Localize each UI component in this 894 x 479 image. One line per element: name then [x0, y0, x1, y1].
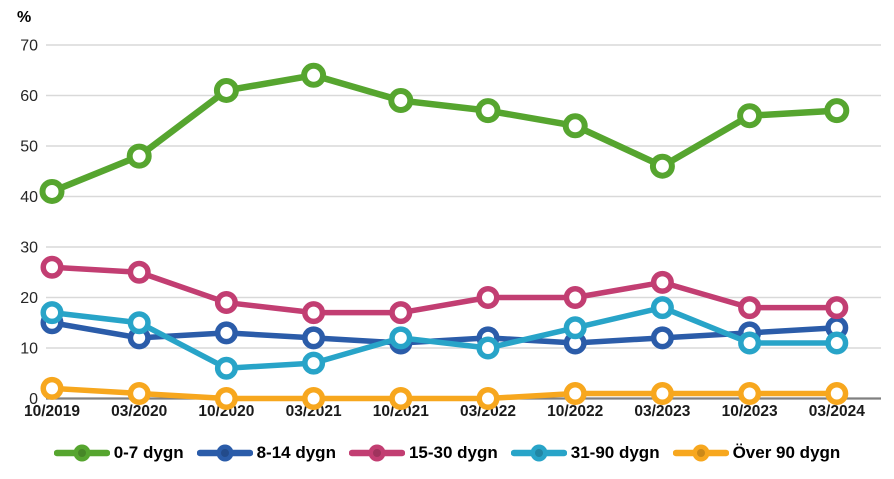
data-point-marker — [214, 291, 238, 315]
legend-item-8-14-dygn: 8-14 dygn — [196, 442, 336, 464]
legend-item-over-90-dygn: Över 90 dygn — [672, 442, 841, 464]
x-tick-label: 03/2023 — [634, 403, 690, 420]
data-point-marker — [389, 326, 413, 350]
data-point-marker — [127, 381, 151, 405]
legend-item-label: 8-14 dygn — [256, 443, 336, 462]
series-15-30-dygn — [40, 255, 849, 325]
y-tick-label: 70 — [20, 38, 38, 55]
legend-marker-dot-center — [372, 449, 381, 457]
data-point-marker — [825, 331, 849, 355]
data-point-marker — [213, 77, 239, 103]
data-point-marker — [475, 98, 501, 124]
data-point-marker — [824, 98, 850, 124]
series-path — [49, 264, 840, 316]
y-tick-label: 50 — [20, 139, 38, 156]
x-tick-label: 03/2022 — [460, 403, 516, 420]
y-tick-label: 40 — [20, 189, 38, 206]
data-point-marker — [302, 326, 326, 350]
data-point-marker — [650, 381, 674, 405]
data-point-marker — [562, 113, 588, 139]
x-tick-label: 10/2021 — [373, 403, 429, 420]
data-point-marker — [825, 296, 849, 320]
data-point-marker — [650, 270, 674, 294]
legend-item-0-7-dygn: 0-7 dygn — [53, 442, 184, 464]
data-point-marker — [388, 88, 414, 114]
data-point-marker — [476, 286, 500, 309]
y-axis-unit-label: % — [17, 9, 31, 26]
data-point-marker — [738, 331, 762, 355]
y-tick-label: 10 — [20, 341, 38, 358]
legend-item-label: 31-90 dygn — [570, 443, 660, 462]
series-0-7-dygn — [39, 62, 850, 204]
x-tick-label: 03/2024 — [809, 403, 865, 420]
x-tick-label: 10/2019 — [24, 403, 80, 420]
x-tick-label: 03/2020 — [111, 403, 167, 420]
data-point-marker — [127, 311, 151, 335]
data-point-marker — [650, 326, 674, 350]
data-point-marker — [214, 387, 238, 410]
data-point-marker — [563, 316, 587, 340]
data-point-marker — [302, 351, 326, 375]
data-point-marker — [302, 301, 326, 325]
y-tick-label: 30 — [20, 240, 38, 257]
data-point-marker — [301, 62, 327, 88]
data-point-marker — [40, 376, 64, 400]
x-tick-label: 10/2022 — [547, 403, 603, 420]
legend-item-31-90-dygn: 31-90 dygn — [510, 442, 660, 464]
data-point-marker — [127, 260, 151, 284]
x-tick-label: 10/2023 — [722, 403, 778, 420]
data-point-marker — [738, 296, 762, 320]
legend-marker-icon — [672, 444, 729, 462]
chart-legend: 0-7 dygn 8-14 dygn 15-30 dygn 31-90 dygn Öve… — [0, 442, 894, 464]
data-point-marker — [563, 286, 587, 309]
y-tick-label: 20 — [20, 290, 38, 307]
legend-marker-dot-center — [77, 449, 86, 457]
data-point-marker — [40, 255, 64, 279]
data-point-marker — [476, 336, 500, 360]
data-point-marker — [825, 381, 849, 405]
legend-item-label: 15-30 dygn — [408, 443, 498, 462]
legend-marker-icon — [348, 444, 405, 462]
series-31-90-dygn — [40, 296, 849, 380]
chart-canvas: 0 10 20 30 40 50 60 70% 10/2019 03/2020 10/2020 03/… — [17, 9, 881, 420]
data-point-marker — [40, 301, 64, 325]
series-path — [49, 385, 840, 402]
data-point-marker — [126, 143, 152, 169]
x-tick-label: 10/2020 — [198, 403, 254, 420]
data-point-marker — [389, 387, 413, 410]
data-point-marker — [214, 356, 238, 380]
series-over-90-dygn — [40, 376, 849, 410]
data-point-marker — [39, 178, 65, 204]
y-tick-label: 60 — [20, 88, 38, 105]
legend-item-15-30-dygn: 15-30 dygn — [348, 442, 498, 464]
series-path — [48, 72, 841, 195]
y-tick-label: 0 — [29, 391, 38, 408]
legend-marker-icon — [196, 444, 253, 462]
legend-item-label: Över 90 dygn — [732, 443, 841, 462]
data-point-marker — [214, 321, 238, 345]
legend-marker-icon — [53, 444, 110, 462]
legend-marker-icon — [510, 444, 567, 462]
data-point-marker — [738, 381, 762, 405]
legend-marker-dot-center — [534, 449, 543, 457]
data-point-marker — [389, 301, 413, 325]
data-point-marker — [302, 387, 326, 410]
legend-marker-dot-center — [220, 449, 229, 457]
data-point-marker — [737, 103, 763, 129]
data-point-marker — [563, 381, 587, 405]
legend-marker-dot-center — [696, 449, 705, 457]
legend-item-label: 0-7 dygn — [113, 443, 184, 462]
series-path — [49, 304, 840, 371]
data-point-marker — [649, 153, 675, 179]
data-point-marker — [650, 296, 674, 320]
data-point-marker — [476, 387, 500, 410]
x-tick-label: 03/2021 — [286, 403, 342, 420]
